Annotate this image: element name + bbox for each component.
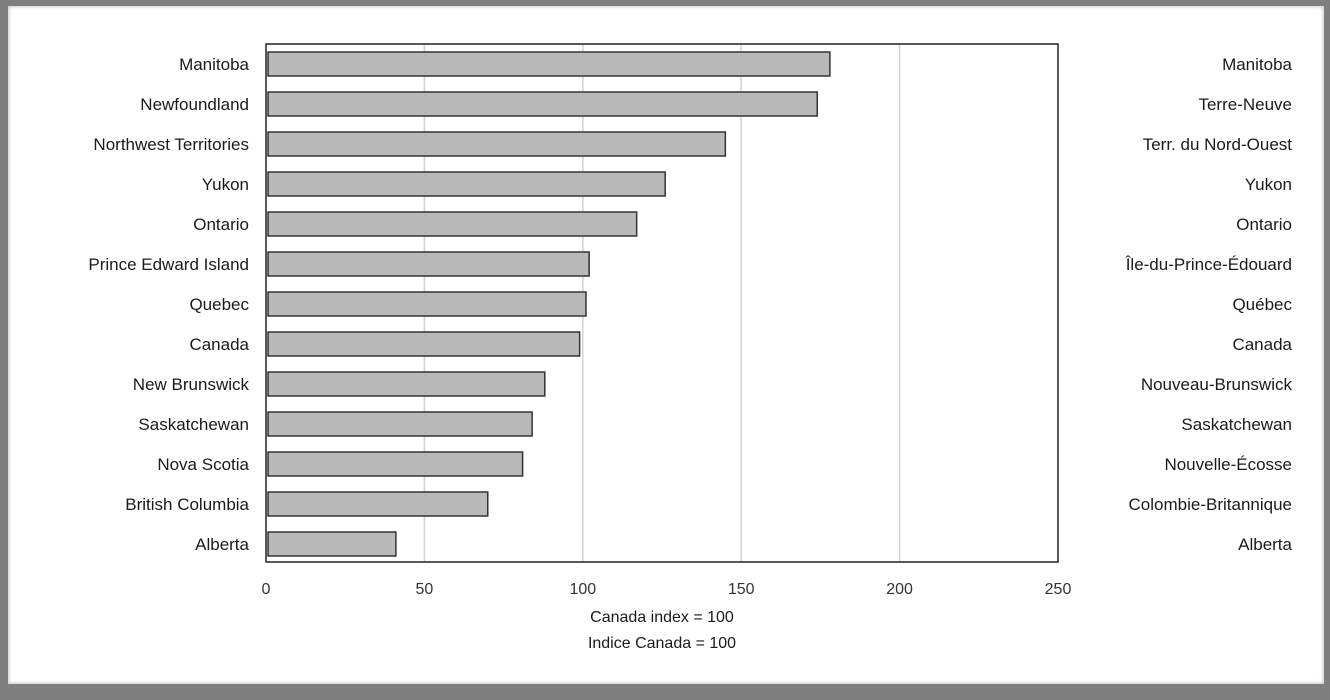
bar xyxy=(267,131,727,157)
category-label: Nova Scotia xyxy=(157,455,249,474)
category-label-fr: Nouveau-Brunswick xyxy=(1141,375,1293,394)
category-label-fr: Colombie-Britannique xyxy=(1129,495,1292,514)
category-label: Newfoundland xyxy=(140,95,249,114)
bar xyxy=(267,251,590,277)
bar xyxy=(267,331,581,357)
chart-sheet xyxy=(8,6,1324,684)
category-label-fr: Canada xyxy=(1232,335,1292,354)
x-tick-label: 100 xyxy=(569,581,596,598)
x-tick-label: 250 xyxy=(1045,581,1072,598)
category-label-fr: Terr. du Nord-Ouest xyxy=(1143,135,1293,154)
bar xyxy=(267,371,546,397)
category-label-fr: Yukon xyxy=(1245,175,1292,194)
category-label-fr: Terre-Neuve xyxy=(1198,95,1292,114)
category-label-fr: Saskatchewan xyxy=(1181,415,1292,434)
bar xyxy=(267,51,831,77)
category-label: Yukon xyxy=(202,175,249,194)
category-label-fr: Québec xyxy=(1232,295,1292,314)
bar xyxy=(267,411,533,437)
plot-frame xyxy=(265,43,1059,563)
x-tick-label: 50 xyxy=(416,581,434,598)
category-label: Alberta xyxy=(195,535,249,554)
right-category-labels: Manitoba Terre-Neuve Terr. du Nord-Ouest Yu… xyxy=(1125,55,1293,554)
category-label: New Brunswick xyxy=(133,375,250,394)
category-label-fr: Ontario xyxy=(1236,215,1292,234)
category-label: Saskatchewan xyxy=(138,415,249,434)
bar xyxy=(267,91,818,117)
category-label-fr: Manitoba xyxy=(1222,55,1292,74)
bar xyxy=(267,171,666,197)
x-tick-labels: 0 50 100 150 200 250 xyxy=(262,581,1072,598)
bar xyxy=(267,451,524,477)
category-label: Quebec xyxy=(189,295,249,314)
bar xyxy=(267,211,638,237)
category-label: Canada xyxy=(189,335,249,354)
bar xyxy=(267,531,397,557)
category-label-fr: Nouvelle-Écosse xyxy=(1164,455,1292,474)
category-label: Prince Edward Island xyxy=(88,255,249,274)
category-label: Ontario xyxy=(193,215,249,234)
x-tick-label: 200 xyxy=(886,581,913,598)
category-label: British Columbia xyxy=(125,495,249,514)
x-tick-label: 150 xyxy=(728,581,755,598)
category-label-fr: Alberta xyxy=(1238,535,1292,554)
bar xyxy=(267,491,489,517)
left-category-labels: Manitoba Newfoundland Northwest Territorie… xyxy=(88,55,249,554)
category-label: Northwest Territories xyxy=(93,135,249,154)
category-label-fr: Île-du-Prince-Édouard xyxy=(1125,255,1292,274)
bars xyxy=(267,51,831,557)
x-axis-label: Canada index = 100 xyxy=(590,609,734,626)
bar xyxy=(267,291,587,317)
x-axis-label-fr: Indice Canada = 100 xyxy=(588,635,736,652)
x-tick-label: 0 xyxy=(262,581,271,598)
category-label: Manitoba xyxy=(179,55,249,74)
